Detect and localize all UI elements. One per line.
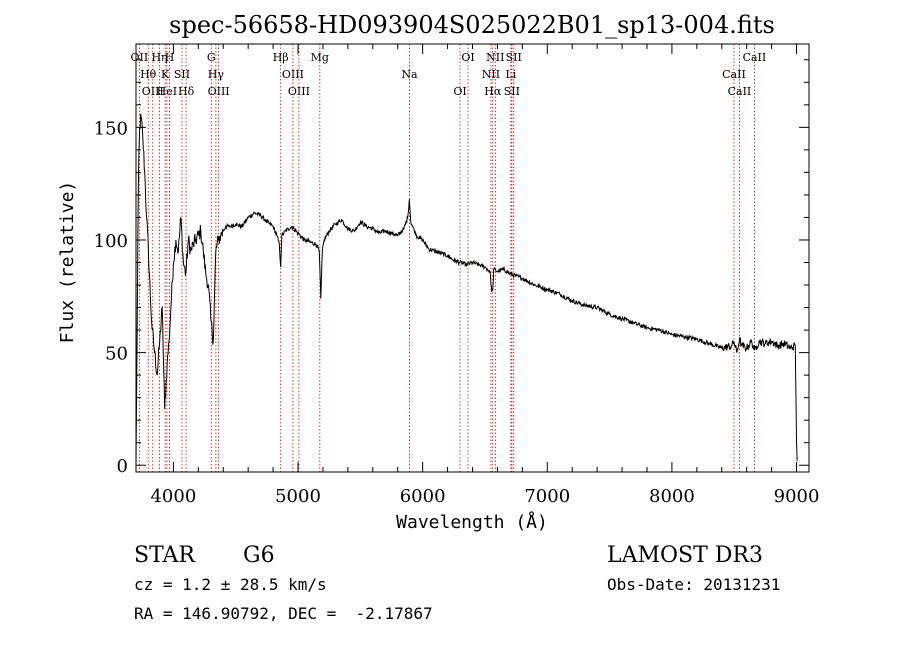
line-label: OIII [208,85,230,98]
line-label: CaII [728,85,752,98]
line-label: Hθ [140,68,157,81]
flux-series-line [135,113,798,466]
object-class: STAR [134,543,196,568]
obs-date: Obs-Date: 20131231 [607,575,780,594]
line-label: SII [174,68,190,81]
y-tick-label: 0 [117,456,128,477]
line-label: Li [505,68,516,81]
x-tick-label: 6000 [400,486,446,507]
emission-line-labels: OII Hθ OIII Hη K HeI H SII Hδ G Hγ OIII Hβ OIII OIII Mg… [131,51,767,98]
line-label: Hα [484,85,502,98]
line-label: Na [401,68,418,81]
object-subclass: G6 [243,543,275,568]
line-label: NII [486,51,504,64]
plot-frame [135,43,810,473]
line-label: OI [453,85,466,98]
plot-border [135,43,810,473]
line-label: CaII [743,51,767,64]
y-axis-ticks: 0 50 100 150 [94,59,809,477]
line-label: G [207,51,216,64]
y-tick-label: 150 [94,118,128,139]
line-label: Hβ [273,51,289,64]
x-tick-label: 5000 [275,486,321,507]
x-tick-label: 9000 [774,486,820,507]
line-label: OII [131,51,149,64]
x-tick-label: 4000 [150,486,196,507]
line-label: Hδ [178,85,195,98]
line-label: SII [504,85,520,98]
emission-line-markers [138,44,755,472]
x-tick-label: 7000 [524,486,570,507]
line-label: Hη [151,51,167,64]
line-label: HeI [157,85,177,98]
survey-name: LAMOST DR3 [607,543,763,568]
x-tick-label: 8000 [649,486,695,507]
line-label: OI [461,51,474,64]
line-label: OIII [142,85,164,98]
y-tick-label: 50 [105,344,128,365]
y-axis-label: Flux (relative) [57,181,78,344]
x-axis-ticks: 4000 5000 6000 7000 8000 9000 [150,44,819,507]
line-label: OIII [282,68,304,81]
y-tick-label: 100 [94,231,128,252]
line-label: NII [482,68,500,81]
redshift-value: cz = 1.2 ± 28.5 km/s [134,575,327,594]
chart-title: spec-56658-HD093904S025022B01_sp13-004.f… [169,11,775,39]
line-label: Mg [311,51,329,64]
line-label: Hγ [208,68,225,81]
line-label: OIII [288,85,310,98]
line-label: CaII [722,68,746,81]
coordinates: RA = 146.90792, DEC = -2.17867 [134,604,433,623]
line-label: H [165,51,175,64]
x-axis-label: Wavelength (Å) [396,511,548,533]
line-label: K [161,68,170,81]
line-label: SII [506,51,522,64]
